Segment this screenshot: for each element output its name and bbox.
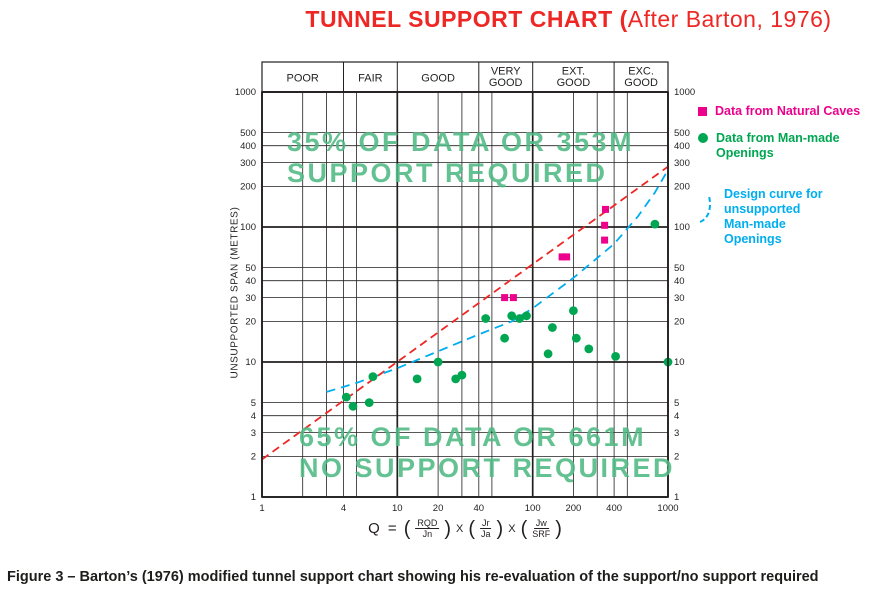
svg-text:EXT.GOOD: EXT. GOOD [557,66,591,90]
svg-text:POOR: POOR [286,73,318,85]
svg-text:1: 1 [251,492,256,503]
svg-text:EXC.GOOD: EXC. GOOD [624,66,658,90]
svg-text:20: 20 [245,317,256,328]
svg-text:40: 40 [245,276,256,287]
svg-text:300: 300 [674,158,690,169]
svg-text:1: 1 [674,492,679,503]
svg-text:100: 100 [240,222,256,233]
svg-text:50: 50 [245,263,256,274]
svg-text:4: 4 [341,503,346,514]
fraction-numerator: Jw [533,518,549,530]
svg-text:10: 10 [392,503,403,514]
paren-close-icon: ) [555,517,562,540]
svg-text:FAIR: FAIR [358,73,383,85]
fraction-jw-srf: Jw SRF [532,518,550,540]
svg-text:500: 500 [674,128,690,139]
chart-title: TUNNEL SUPPORT CHART (After Barton, 1976… [250,6,887,33]
paren-close-icon: ) [444,517,452,540]
fraction-numerator: Jr [480,518,492,530]
svg-text:4: 4 [251,411,256,422]
legend-item-design-curve: Design curve for unsupported Man-made Op… [698,187,884,247]
x-axis-formula: Q = ( RQD Jn ) X ( Jr Ja ) X ( Jw SRF ) [368,518,562,540]
svg-text:100: 100 [674,222,690,233]
svg-text:2: 2 [251,452,256,463]
svg-text:20: 20 [674,317,685,328]
fraction-jr-ja: Jr Ja [480,518,492,540]
svg-text:2: 2 [674,452,679,463]
svg-text:1: 1 [259,503,264,514]
multiply-sign: X [456,522,464,535]
svg-text:10: 10 [245,357,256,368]
fraction-rqd-jn: RQD Jn [415,518,440,540]
legend-label-man-made: Data from Man-made Openings [716,131,840,160]
legend-label-design-curve: Design curve for unsupported Man-made Op… [724,187,823,246]
y-axis-title: UNSUPPORTED SPAN (METRES) [229,206,241,379]
svg-text:20: 20 [433,503,444,514]
paren-open-icon: ( [468,517,476,540]
multiply-sign: X [508,522,516,535]
fraction-denominator: SRF [532,529,551,540]
fraction-numerator: RQD [415,518,440,530]
svg-text:400: 400 [674,141,690,152]
svg-text:300: 300 [240,158,256,169]
paren-close-icon: ) [496,517,504,540]
svg-text:4: 4 [674,411,679,422]
svg-text:1000: 1000 [657,503,678,514]
svg-text:40: 40 [674,276,685,287]
svg-text:5: 5 [251,398,256,409]
svg-text:GOOD: GOOD [421,73,455,85]
svg-text:40: 40 [474,503,485,514]
svg-text:10: 10 [674,357,685,368]
svg-text:200: 200 [565,503,581,514]
svg-text:3: 3 [674,428,679,439]
fraction-denominator: Jn [422,529,433,540]
natural-caves-marker-icon [698,107,707,116]
paren-open-icon: ( [520,517,528,540]
legend: Data from Natural Caves Data from Man-ma… [698,104,884,259]
q-formula-lhs: Q = [368,520,399,538]
legend-item-man-made: Data from Man-made Openings [698,131,884,161]
svg-text:500: 500 [240,128,256,139]
svg-text:100: 100 [525,503,541,514]
svg-text:30: 30 [674,293,685,304]
svg-text:400: 400 [606,503,622,514]
svg-text:1000: 1000 [674,87,695,98]
svg-text:3: 3 [251,428,256,439]
figure-caption: Figure 3 – Barton’s (1976) modified tunn… [7,569,819,585]
legend-label-natural-caves: Data from Natural Caves [715,104,861,118]
paren-open-icon: ( [403,517,411,540]
legend-item-natural-caves: Data from Natural Caves [698,104,884,119]
chart-title-main: TUNNEL SUPPORT CHART ( [305,6,628,32]
svg-text:400: 400 [240,141,256,152]
svg-text:1000: 1000 [235,87,256,98]
svg-text:200: 200 [674,182,690,193]
fraction-denominator: Ja [481,529,491,540]
chart-title-suffix: After Barton, 1976) [627,6,832,32]
design-curve-icon [698,193,716,230]
svg-text:5: 5 [674,398,679,409]
svg-text:30: 30 [245,293,256,304]
man-made-marker-icon [698,133,708,143]
svg-text:200: 200 [240,182,256,193]
svg-text:50: 50 [674,263,685,274]
